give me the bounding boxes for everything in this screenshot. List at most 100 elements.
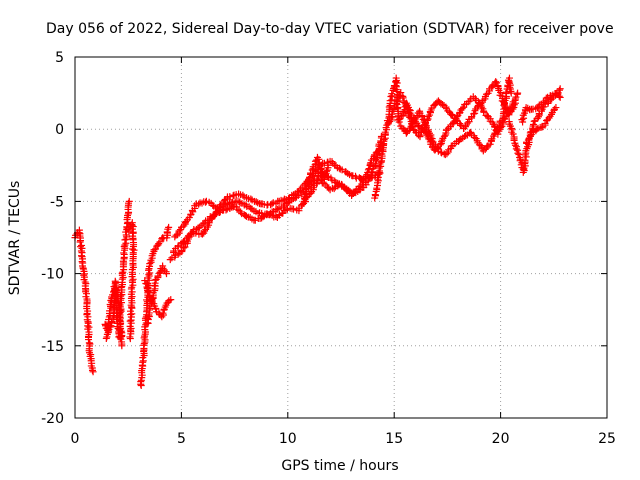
data-point xyxy=(237,208,245,216)
data-point xyxy=(282,206,290,214)
data-point xyxy=(84,325,92,333)
data-point xyxy=(112,285,120,293)
data-point xyxy=(89,368,97,376)
y-tick-label: -20 xyxy=(41,411,64,427)
data-point xyxy=(399,94,407,102)
data-point xyxy=(338,166,346,174)
data-point xyxy=(212,210,220,218)
tick-labels: 0 5 10 15 20 25 5 0 -5 -10 -15 -20 xyxy=(41,50,616,447)
x-tick-label: 25 xyxy=(598,431,616,447)
data-point xyxy=(389,107,397,115)
data-point xyxy=(522,104,530,112)
data-point xyxy=(393,99,401,107)
data-point xyxy=(120,242,128,250)
data-point xyxy=(150,246,158,254)
data-point xyxy=(168,254,176,262)
data-point xyxy=(386,97,394,105)
data-point xyxy=(129,245,137,253)
data-point xyxy=(211,211,219,219)
data-point xyxy=(307,169,315,177)
data-point xyxy=(114,298,122,306)
data-point xyxy=(324,161,332,169)
data-point xyxy=(440,132,448,140)
data-point xyxy=(365,165,373,173)
data-point xyxy=(541,119,549,127)
data-point xyxy=(292,193,300,201)
x-tick-label: 10 xyxy=(279,431,297,447)
data-point xyxy=(492,78,500,86)
data-point xyxy=(268,211,276,219)
data-point xyxy=(437,138,445,146)
data-point xyxy=(477,142,485,150)
data-point xyxy=(556,85,564,93)
data-point xyxy=(268,200,276,208)
data-point xyxy=(195,200,203,208)
data-point xyxy=(514,89,522,97)
data-point xyxy=(118,342,126,350)
data-point xyxy=(113,292,121,300)
data-point xyxy=(376,160,384,168)
data-point xyxy=(294,192,302,200)
data-point xyxy=(273,205,281,213)
x-tick-label: 15 xyxy=(385,431,403,447)
data-point xyxy=(175,227,183,235)
data-point xyxy=(315,161,323,169)
data-point xyxy=(375,164,383,172)
data-point xyxy=(85,336,93,344)
chart-title: Day 056 of 2022, Sidereal Day-to-day VTE… xyxy=(46,21,614,37)
data-point xyxy=(128,225,136,233)
data-point xyxy=(464,119,472,127)
y-tick-label: -15 xyxy=(41,339,64,355)
data-point xyxy=(398,112,406,120)
data-point xyxy=(385,103,393,111)
data-point xyxy=(443,126,451,134)
data-point xyxy=(555,92,563,100)
data-point xyxy=(506,83,514,91)
data-point xyxy=(125,197,133,205)
data-point xyxy=(411,115,419,123)
y-tick-label: -5 xyxy=(50,194,64,210)
data-point xyxy=(518,116,526,124)
data-point xyxy=(388,90,396,98)
data-point xyxy=(505,109,513,117)
data-point xyxy=(75,229,83,237)
data-point xyxy=(160,266,168,274)
data-point xyxy=(542,94,550,102)
data-point xyxy=(535,113,543,121)
data-point xyxy=(510,101,518,109)
data-point xyxy=(495,122,503,130)
data-point xyxy=(330,185,338,193)
data-point xyxy=(226,193,234,201)
data-point xyxy=(424,113,432,121)
data-point xyxy=(159,309,167,317)
data-point xyxy=(272,213,280,221)
data-point xyxy=(511,99,519,107)
data-point xyxy=(502,88,510,96)
data-point xyxy=(526,129,534,137)
data-point xyxy=(180,244,188,252)
data-point xyxy=(322,167,330,175)
x-tick-label: 20 xyxy=(492,431,510,447)
data-point xyxy=(482,90,490,98)
data-point xyxy=(163,270,171,278)
data-point xyxy=(552,104,560,112)
y-tick-label: 0 xyxy=(55,122,64,138)
plot-frame xyxy=(74,56,608,419)
data-point xyxy=(452,116,460,124)
data-point xyxy=(144,287,152,295)
data-point xyxy=(290,195,298,203)
data-point xyxy=(387,114,395,122)
data-point xyxy=(174,231,182,239)
data-point xyxy=(222,206,230,214)
data-point xyxy=(272,206,280,214)
x-axis-title: GPS time / hours xyxy=(281,458,398,474)
data-point xyxy=(77,252,85,260)
data-point xyxy=(427,133,435,141)
y-axis-title: SDTVAR / TECUs xyxy=(7,181,23,296)
data-point xyxy=(509,105,517,113)
data-point xyxy=(152,245,160,253)
data-point xyxy=(545,114,553,122)
x-tick-label: 5 xyxy=(177,431,186,447)
data-point xyxy=(156,238,164,246)
